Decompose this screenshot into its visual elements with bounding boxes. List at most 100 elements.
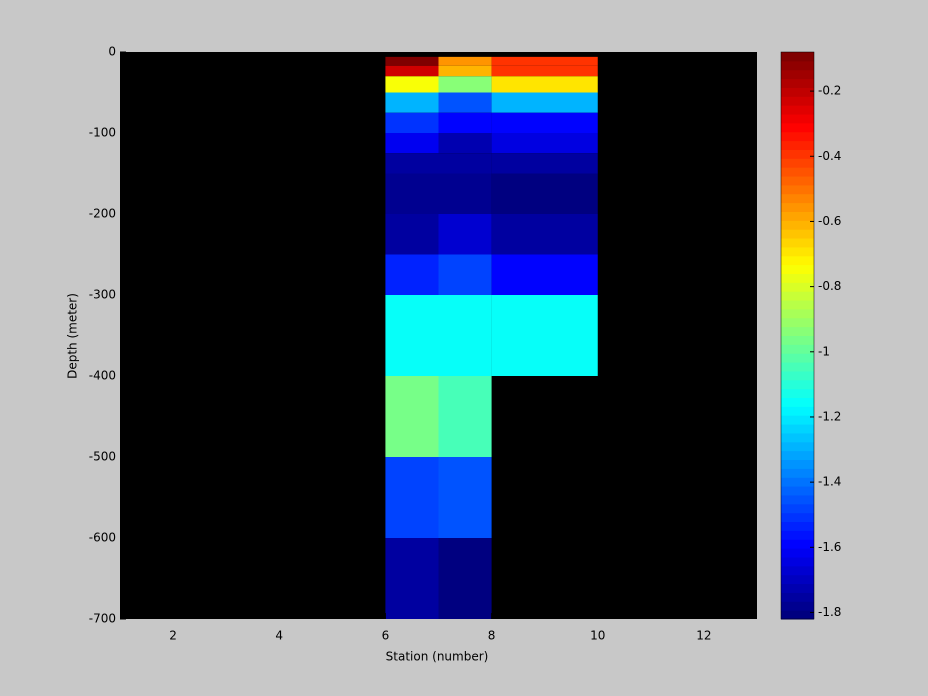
- colorbar-step: [781, 362, 814, 372]
- heatmap-cell: [438, 76, 492, 93]
- colorbar-tick-label: -1.2: [818, 409, 841, 423]
- x-tick-label: 6: [382, 629, 390, 643]
- heatmap-cell: [438, 153, 492, 174]
- colorbar-step: [781, 565, 814, 576]
- colorbar-step: [781, 503, 814, 514]
- colorbar-step: [781, 282, 814, 292]
- colorbar-step: [781, 326, 814, 336]
- colorbar-step: [781, 556, 814, 567]
- y-tick-label: -100: [89, 126, 116, 140]
- colorbar-step: [781, 60, 814, 71]
- x-tick-label: 10: [590, 629, 605, 643]
- colorbar-step: [781, 424, 814, 434]
- colorbar-step: [781, 300, 814, 310]
- heatmap-cell: [385, 214, 439, 255]
- colorbar-step: [781, 220, 814, 230]
- colorbar-step: [781, 140, 814, 150]
- heatmap-cell: [491, 133, 598, 154]
- x-tick-label: 2: [169, 629, 177, 643]
- colorbar-step: [781, 574, 814, 585]
- heatmap-cell: [438, 56, 492, 66]
- heatmap-cell: [385, 56, 439, 66]
- colorbar-step: [781, 122, 814, 133]
- heatmap-cell: [491, 254, 598, 295]
- heatmap-cell: [438, 538, 492, 619]
- heatmap-cell: [438, 457, 492, 538]
- colorbar-step: [781, 450, 814, 461]
- heatmap-cell: [491, 112, 598, 133]
- colorbar-frame: [780, 51, 815, 620]
- x-tick-label: 8: [488, 629, 496, 643]
- heatmap-cell: [385, 65, 439, 77]
- colorbar-step: [781, 317, 814, 328]
- heatmap-cell: [491, 173, 598, 214]
- colorbar-step: [781, 548, 814, 558]
- heatmap-cell: [385, 254, 439, 295]
- colorbar-step: [781, 432, 814, 443]
- heatmap-cell: [438, 92, 492, 113]
- colorbar-step: [781, 211, 814, 221]
- colorbar-step: [781, 167, 814, 177]
- heatmap-cell: [491, 214, 598, 255]
- x-tick-label: 12: [696, 629, 711, 643]
- heatmap-cell: [438, 254, 492, 295]
- colorbar-step: [781, 494, 814, 505]
- colorbar-step: [781, 87, 814, 97]
- y-tick-label: -600: [89, 531, 116, 545]
- heatmap-cell: [385, 173, 439, 214]
- colorbar-step: [781, 52, 814, 62]
- colorbar-tick-label: -1: [818, 344, 830, 358]
- heatmap-cell: [385, 376, 439, 457]
- y-tick-label: -500: [89, 450, 116, 464]
- heatmap-cell: [438, 112, 492, 133]
- colorbar-tick-label: -0.8: [818, 279, 841, 293]
- colorbar-tick-label: -1.8: [818, 605, 841, 619]
- colorbar-step: [781, 176, 814, 186]
- colorbar-step: [781, 610, 814, 620]
- colorbar-step: [781, 273, 814, 283]
- heatmap-cell: [438, 214, 492, 255]
- colorbar-step: [781, 149, 814, 159]
- x-axis-label: Station (number): [386, 650, 489, 664]
- heatmap-cell: [385, 133, 439, 154]
- y-tick-label: -200: [89, 207, 116, 221]
- colorbar-step: [781, 397, 814, 407]
- heatmap-cell: [438, 65, 492, 77]
- heatmap-cell: [491, 65, 598, 77]
- heatmap-cell: [385, 76, 439, 93]
- heatmap-cell: [438, 173, 492, 214]
- colorbar-step: [781, 592, 814, 602]
- colorbar-step: [781, 114, 814, 124]
- colorbar-step: [781, 441, 814, 452]
- colorbar-step: [781, 370, 814, 381]
- colorbar-step: [781, 539, 814, 549]
- heatmap-cell: [438, 376, 492, 457]
- heatmap-cell: [438, 295, 492, 376]
- y-tick-label: -700: [89, 612, 116, 626]
- colorbar-step: [781, 379, 814, 390]
- heatmap-cell: [385, 92, 439, 113]
- colorbar-step: [781, 131, 814, 142]
- colorbar-tick-label: -0.6: [818, 214, 841, 228]
- colorbar-step: [781, 583, 814, 593]
- colorbar-step: [781, 246, 814, 257]
- y-tick-label: -400: [89, 369, 116, 383]
- colorbar-step: [781, 459, 814, 469]
- colorbar-step: [781, 530, 814, 540]
- colorbar-step: [781, 477, 814, 487]
- colorbar-step: [781, 308, 814, 319]
- colorbar-step: [781, 344, 814, 354]
- colorbar-step: [781, 468, 814, 478]
- colorbar-step: [781, 229, 814, 239]
- colorbar-step: [781, 353, 814, 363]
- colorbar-step: [781, 96, 814, 106]
- colorbar-tick-label: -0.2: [818, 84, 841, 98]
- colorbar-step: [781, 406, 814, 416]
- colorbar-step: [781, 388, 814, 399]
- heatmap-cell: [385, 457, 439, 538]
- colorbar-step: [781, 521, 814, 531]
- heatmap-cell: [385, 153, 439, 174]
- heatmap-cell: [491, 92, 598, 113]
- colorbar-step: [781, 158, 814, 168]
